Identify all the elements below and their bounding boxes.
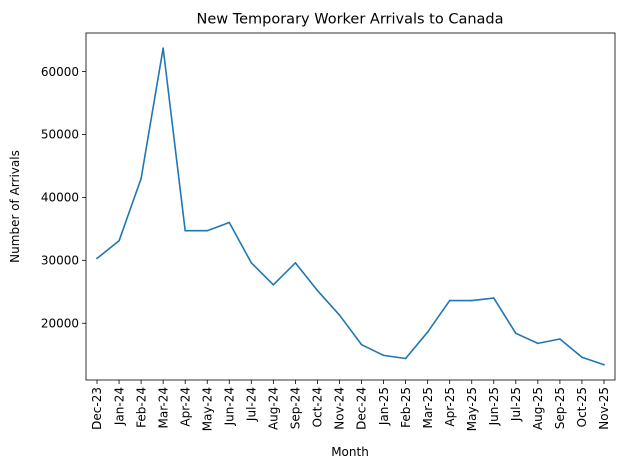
data-point bbox=[96, 257, 98, 260]
data-point bbox=[206, 229, 209, 232]
data-point bbox=[162, 47, 164, 50]
x-axis: Dec-23 Jan-24 Feb-24 Mar-24 Apr-24 May-24 Jun-… bbox=[90, 380, 611, 431]
x-tick-label: May-24 bbox=[200, 387, 214, 431]
plot-frame bbox=[85, 32, 616, 381]
data-point bbox=[515, 332, 517, 335]
x-tick-label: Sep-25 bbox=[553, 387, 567, 429]
data-point bbox=[470, 299, 473, 302]
y-axis: 20000 30000 40000 50000 60000 bbox=[41, 65, 86, 331]
x-axis-label: Month bbox=[331, 445, 369, 459]
chart-title: New Temporary Worker Arrivals to Canada bbox=[196, 12, 503, 28]
x-tick-label: Mar-25 bbox=[421, 387, 435, 428]
x-tick-label: Oct-25 bbox=[575, 387, 589, 427]
x-tick-label: Oct-24 bbox=[311, 387, 325, 427]
data-point bbox=[448, 299, 451, 302]
y-tick-label: 20000 bbox=[41, 317, 79, 331]
x-tick-label: Sep-24 bbox=[289, 387, 303, 429]
data-point bbox=[492, 297, 495, 299]
x-tick-label: Jun-24 bbox=[222, 387, 236, 426]
x-tick-label: Feb-25 bbox=[399, 387, 413, 428]
x-tick-label: Apr-24 bbox=[178, 387, 192, 427]
data-point bbox=[559, 338, 561, 340]
x-tick-label: Jan-25 bbox=[377, 387, 391, 426]
data-point bbox=[404, 357, 407, 360]
data-point bbox=[426, 331, 429, 333]
data-point bbox=[603, 363, 605, 366]
x-tick-label: Nov-24 bbox=[333, 387, 347, 430]
x-tick-label: Jul-25 bbox=[509, 387, 523, 422]
y-tick-label: 60000 bbox=[41, 65, 79, 79]
x-tick-label: Apr-25 bbox=[443, 387, 457, 427]
x-tick-label: Nov-25 bbox=[597, 387, 611, 430]
series-line bbox=[96, 47, 605, 366]
x-tick-label: Feb-24 bbox=[134, 387, 148, 428]
data-point bbox=[537, 342, 539, 345]
y-tick-label: 50000 bbox=[41, 128, 79, 142]
y-tick-label: 30000 bbox=[41, 254, 79, 268]
x-tick-label: Jan-24 bbox=[112, 387, 126, 426]
data-point bbox=[581, 356, 583, 359]
data-point bbox=[184, 229, 186, 232]
data-point bbox=[316, 289, 319, 292]
y-axis-label: Number of Arrivals bbox=[8, 150, 22, 263]
y-tick-label: 40000 bbox=[41, 191, 79, 205]
data-point bbox=[382, 354, 385, 357]
data-point bbox=[140, 177, 142, 180]
x-tick-label: May-25 bbox=[465, 387, 479, 431]
data-point bbox=[294, 262, 297, 264]
data-point bbox=[250, 262, 253, 264]
data-points bbox=[96, 47, 605, 366]
x-tick-label: Dec-24 bbox=[355, 387, 369, 430]
data-point bbox=[118, 240, 120, 242]
x-tick-label: Jul-24 bbox=[245, 387, 259, 422]
x-tick-label: Jun-25 bbox=[487, 387, 501, 426]
data-point bbox=[360, 343, 363, 346]
x-tick-label: Aug-24 bbox=[267, 387, 281, 430]
data-point bbox=[228, 221, 231, 224]
x-tick-label: Mar-24 bbox=[156, 387, 170, 428]
data-point bbox=[272, 284, 275, 286]
data-point bbox=[338, 314, 341, 316]
x-tick-label: Aug-25 bbox=[531, 387, 545, 430]
x-tick-label: Dec-23 bbox=[90, 387, 104, 430]
